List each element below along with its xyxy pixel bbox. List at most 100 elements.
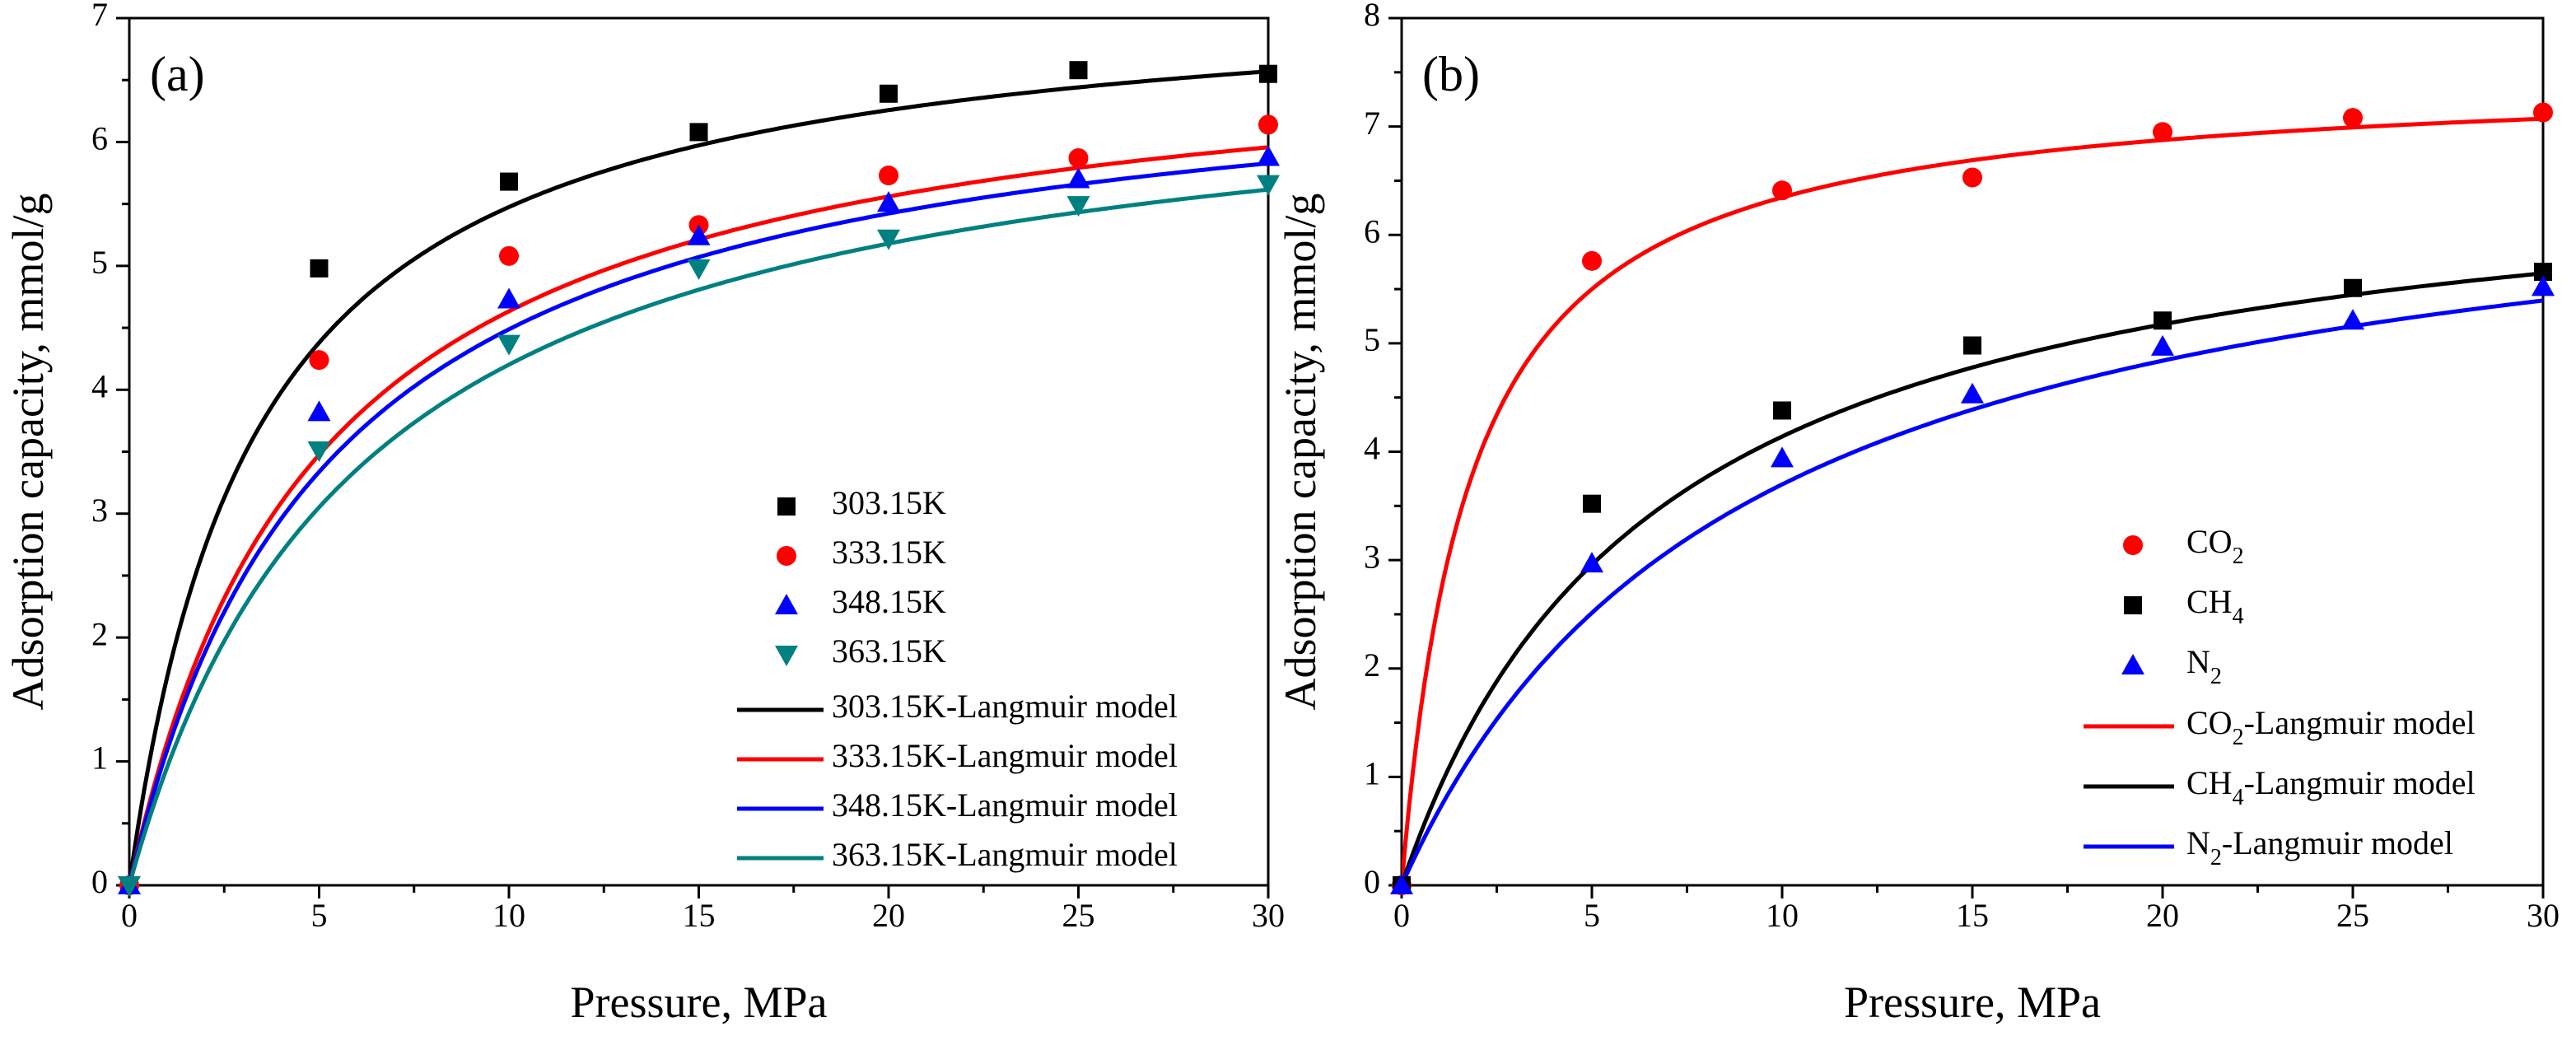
y-tick-label: 4 (91, 367, 108, 404)
y-tick-label: 2 (1364, 646, 1380, 684)
x-tick-label: 25 (2336, 897, 2369, 934)
y-tick-label: 6 (1364, 212, 1380, 250)
data-point (500, 172, 518, 191)
y-tick-label: 7 (1364, 105, 1380, 142)
legend-marker (775, 646, 798, 666)
data-point (879, 166, 898, 186)
legend-label: 333.15K-Langmuir model (832, 737, 1178, 774)
panel-label: (b) (1422, 47, 1480, 101)
data-point (1772, 180, 1792, 201)
legend-label: 333.15K (832, 534, 946, 571)
x-tick-label: 20 (2146, 897, 2179, 934)
x-tick-label: 10 (492, 897, 525, 934)
data-point (497, 334, 520, 356)
y-axis-title: Adsorption capacity, mmol/g (3, 194, 53, 711)
data-point (2344, 278, 2362, 297)
y-tick-label: 1 (91, 740, 108, 777)
x-tick-label: 30 (2527, 897, 2560, 934)
x-tick-label: 5 (311, 897, 328, 934)
legend-label: N2-Langmuir model (2186, 824, 2453, 870)
data-point (1390, 874, 1413, 894)
data-point (309, 350, 329, 371)
data-point (2532, 275, 2555, 296)
legend-marker (2123, 535, 2143, 555)
legend-label: 363.15K-Langmuir model (832, 836, 1178, 873)
legend-label: 303.15K (832, 484, 946, 521)
y-tick-label: 6 (91, 120, 108, 157)
panel-a: 0 5 10 15 20 25 30 0 1 2 3 4 5 6 7 Pressure, MPa Adsorpt… (3, 0, 1285, 1027)
data-point (2534, 263, 2552, 282)
y-tick-label: 3 (91, 492, 108, 529)
y-axis-title: Adsorption capacity, mmol/g (1276, 194, 1325, 711)
y-tick-label: 5 (91, 244, 108, 281)
legend-label: 303.15K-Langmuir model (832, 688, 1178, 725)
data-point (1069, 61, 1088, 80)
data-point (1066, 167, 1090, 189)
data-point (2151, 334, 2174, 356)
y-tick-label: 8 (1364, 0, 1380, 33)
data-point (687, 224, 711, 245)
x-tick-label: 5 (1584, 897, 1600, 934)
data-point (1258, 114, 1278, 135)
legend-label: CH4-Langmuir model (2186, 764, 2476, 810)
legend-label: CO2 (2186, 523, 2244, 569)
data-point (2533, 102, 2553, 123)
data-point (310, 259, 329, 278)
data-point (497, 287, 520, 309)
data-point (1961, 382, 1984, 404)
fit-curve (129, 69, 1268, 885)
data-point (2341, 309, 2364, 330)
data-point (1771, 446, 1794, 468)
data-point (2154, 311, 2172, 330)
data-point (499, 245, 519, 266)
legend-marker (2121, 654, 2144, 674)
legend-marker (777, 546, 796, 566)
y-tick-label: 3 (1364, 538, 1380, 575)
x-tick-label: 15 (683, 897, 716, 934)
data-point (1773, 401, 1791, 420)
legend-marker (775, 594, 798, 614)
data-point (1583, 494, 1601, 513)
fit-curve (129, 187, 1268, 885)
x-tick-label: 0 (1393, 897, 1410, 934)
y-tick-label: 2 (91, 615, 108, 652)
legend-label: N2 (2186, 643, 2222, 689)
data-point (1259, 64, 1277, 83)
data-point (1580, 552, 1603, 573)
y-tick-label: 0 (91, 863, 108, 900)
data-point (2153, 122, 2172, 142)
legend-label: CO2-Langmuir model (2186, 704, 2476, 750)
panel-b: 0 5 10 15 20 25 30 0 1 2 3 4 5 6 7 8 Pressure, MPa Adsorp… (1276, 0, 2560, 1027)
panel-label: (a) (150, 47, 205, 101)
data-point (307, 400, 331, 422)
x-tick-label: 10 (1766, 897, 1799, 934)
data-point (1257, 175, 1280, 196)
data-point (1068, 147, 1089, 168)
x-tick-label: 30 (1252, 897, 1285, 934)
data-point (2343, 108, 2363, 128)
y-tick-label: 5 (1364, 321, 1380, 358)
data-point (880, 84, 898, 103)
data-point (689, 123, 708, 142)
data-point (1066, 196, 1090, 217)
legend-marker (2124, 596, 2142, 614)
x-axis-title: Pressure, MPa (571, 978, 828, 1027)
y-tick-label: 7 (91, 0, 108, 33)
legend-label: 348.15K-Langmuir model (832, 786, 1178, 824)
data-point (1963, 336, 1981, 355)
x-tick-label: 25 (1062, 897, 1095, 934)
legend-label: CH4 (2186, 583, 2244, 629)
data-point (118, 876, 141, 897)
data-point (877, 191, 900, 212)
data-point (687, 259, 711, 280)
data-point (1257, 145, 1280, 166)
plot-frame (1400, 16, 2545, 887)
y-tick-label: 4 (1364, 430, 1380, 467)
data-point (307, 441, 331, 462)
y-tick-label: 0 (1364, 863, 1380, 900)
x-tick-label: 0 (121, 897, 138, 934)
x-tick-label: 20 (872, 897, 905, 934)
x-tick-label: 15 (1956, 897, 1989, 934)
legend-label: 363.15K (832, 632, 946, 670)
